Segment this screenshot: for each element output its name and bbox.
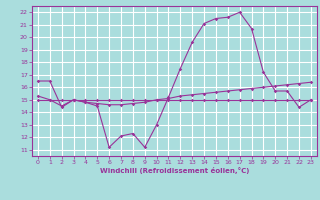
X-axis label: Windchill (Refroidissement éolien,°C): Windchill (Refroidissement éolien,°C) xyxy=(100,167,249,174)
